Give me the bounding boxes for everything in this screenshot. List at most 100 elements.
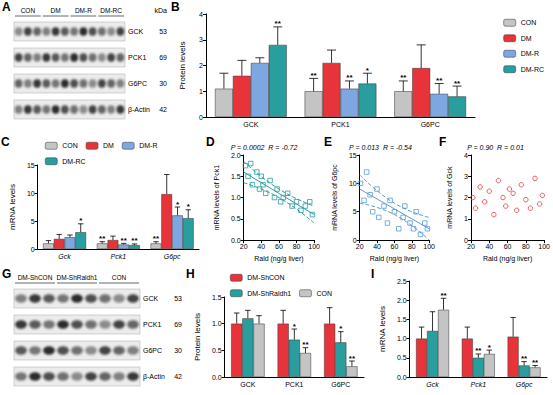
svg-text:42: 42 bbox=[159, 106, 167, 113]
svg-text:DM-RC: DM-RC bbox=[521, 66, 544, 73]
svg-text:DM-R: DM-R bbox=[139, 142, 157, 149]
svg-text:**: ** bbox=[275, 19, 282, 28]
svg-text:mRNA levels: mRNA levels bbox=[8, 184, 17, 230]
svg-text:100: 100 bbox=[308, 243, 320, 250]
svg-text:0: 0 bbox=[199, 114, 203, 121]
svg-text:**: ** bbox=[440, 291, 447, 300]
svg-text:G: G bbox=[2, 267, 11, 281]
svg-text:Gck: Gck bbox=[426, 381, 439, 388]
svg-text:30: 30 bbox=[159, 80, 167, 87]
svg-text:**: ** bbox=[99, 234, 106, 243]
svg-text:69: 69 bbox=[159, 54, 167, 61]
svg-text:0: 0 bbox=[31, 246, 35, 253]
svg-text:D: D bbox=[206, 135, 215, 149]
svg-text:0.0: 0.0 bbox=[397, 374, 407, 381]
svg-text:**: ** bbox=[349, 354, 356, 363]
svg-text:60: 60 bbox=[504, 243, 512, 250]
svg-text:Pck1: Pck1 bbox=[111, 253, 127, 260]
svg-text:Rald (ng/g liver): Rald (ng/g liver) bbox=[370, 255, 419, 263]
svg-text:5: 5 bbox=[353, 208, 357, 215]
svg-text:**: ** bbox=[153, 234, 160, 243]
svg-text:CON: CON bbox=[21, 7, 36, 14]
svg-text:B: B bbox=[171, 0, 180, 14]
svg-text:GCK: GCK bbox=[243, 121, 259, 128]
svg-text:H: H bbox=[186, 267, 195, 281]
svg-text:Rald (ng/g liver): Rald (ng/g liver) bbox=[254, 255, 303, 263]
svg-text:2.0: 2.0 bbox=[397, 297, 407, 304]
svg-text:CON: CON bbox=[62, 142, 78, 149]
svg-text:E: E bbox=[324, 135, 332, 149]
svg-text:GCK: GCK bbox=[143, 295, 159, 302]
svg-text:20: 20 bbox=[356, 243, 364, 250]
svg-text:PCK1: PCK1 bbox=[128, 54, 146, 61]
svg-text:*: * bbox=[366, 66, 370, 75]
svg-text:PCK1: PCK1 bbox=[285, 381, 303, 388]
svg-text:1.5: 1.5 bbox=[397, 316, 407, 323]
svg-text:DM-ShRaldh1: DM-ShRaldh1 bbox=[247, 290, 291, 297]
svg-text:42: 42 bbox=[174, 373, 182, 380]
svg-text:Pck1: Pck1 bbox=[471, 381, 487, 388]
svg-text:**: ** bbox=[131, 236, 138, 245]
svg-text:80: 80 bbox=[293, 243, 301, 250]
svg-text:**: ** bbox=[521, 354, 528, 363]
svg-text:30: 30 bbox=[174, 347, 182, 354]
svg-text:G6PC: G6PC bbox=[143, 347, 162, 354]
svg-text:**: ** bbox=[475, 346, 482, 355]
svg-text:CON: CON bbox=[112, 274, 127, 281]
svg-text:PCK1: PCK1 bbox=[331, 121, 349, 128]
svg-text:**: ** bbox=[121, 236, 128, 245]
svg-text:A: A bbox=[2, 0, 11, 14]
svg-text:DM-ShRaldh1: DM-ShRaldh1 bbox=[57, 274, 98, 281]
svg-text:Rald (ng/g liver): Rald (ng/g liver) bbox=[483, 255, 532, 263]
svg-text:1: 1 bbox=[464, 215, 468, 222]
svg-text:2.0: 2.0 bbox=[231, 152, 241, 159]
svg-text:mRNA levels: mRNA levels bbox=[378, 306, 387, 352]
svg-text:G6PC: G6PC bbox=[128, 80, 147, 87]
svg-text:*: * bbox=[79, 216, 83, 225]
svg-text:C: C bbox=[1, 135, 10, 149]
svg-text:69: 69 bbox=[174, 321, 182, 328]
svg-text:G6PC: G6PC bbox=[331, 381, 350, 388]
svg-text:P = 0.013 R = -0.54: P = 0.013 R = -0.54 bbox=[349, 144, 412, 151]
svg-text:60: 60 bbox=[275, 243, 283, 250]
svg-text:1.0: 1.0 bbox=[212, 320, 222, 327]
svg-text:1.5: 1.5 bbox=[212, 294, 222, 301]
svg-text:DM-ShCON: DM-ShCON bbox=[18, 274, 53, 281]
svg-text:DM-RC: DM-RC bbox=[62, 158, 85, 165]
svg-text:10: 10 bbox=[27, 190, 35, 197]
svg-text:Protein levels: Protein levels bbox=[178, 41, 187, 89]
svg-text:20: 20 bbox=[240, 243, 248, 250]
svg-text:DM: DM bbox=[51, 7, 61, 14]
svg-text:80: 80 bbox=[522, 243, 530, 250]
svg-text:5: 5 bbox=[31, 218, 35, 225]
svg-text:mRNA levels of G6pc: mRNA levels of G6pc bbox=[331, 164, 339, 231]
svg-text:100: 100 bbox=[538, 243, 550, 250]
svg-text:80: 80 bbox=[408, 243, 416, 250]
svg-text:DM-ShCON: DM-ShCON bbox=[247, 274, 284, 281]
svg-text:40: 40 bbox=[257, 243, 265, 250]
svg-text:*: * bbox=[488, 343, 492, 352]
svg-text:**: ** bbox=[400, 73, 407, 82]
svg-text:**: ** bbox=[310, 71, 317, 80]
svg-text:0.0: 0.0 bbox=[212, 374, 222, 381]
svg-text:20: 20 bbox=[467, 243, 475, 250]
svg-text:3: 3 bbox=[464, 173, 468, 180]
svg-text:P = 0.90 R = 0.01: P = 0.90 R = 0.01 bbox=[467, 144, 524, 151]
svg-text:53: 53 bbox=[174, 295, 182, 302]
svg-text:*: * bbox=[176, 200, 180, 209]
svg-text:*: * bbox=[293, 322, 297, 331]
svg-text:**: ** bbox=[302, 340, 309, 349]
svg-text:mRNA levels of Gck: mRNA levels of Gck bbox=[446, 166, 453, 229]
svg-text:DM-R: DM-R bbox=[75, 7, 92, 14]
svg-text:G6pc: G6pc bbox=[516, 381, 533, 389]
svg-text:Gck: Gck bbox=[58, 253, 71, 260]
svg-text:53: 53 bbox=[159, 28, 167, 35]
svg-text:1: 1 bbox=[199, 88, 203, 95]
svg-text:Protein levels: Protein levels bbox=[193, 313, 202, 361]
svg-text:2: 2 bbox=[199, 62, 203, 69]
svg-text:4: 4 bbox=[464, 152, 468, 159]
svg-text:CON: CON bbox=[316, 290, 332, 297]
svg-text:GCK: GCK bbox=[240, 381, 256, 388]
svg-text:β-Actin: β-Actin bbox=[128, 106, 150, 114]
svg-text:DM-RC: DM-RC bbox=[100, 7, 122, 14]
